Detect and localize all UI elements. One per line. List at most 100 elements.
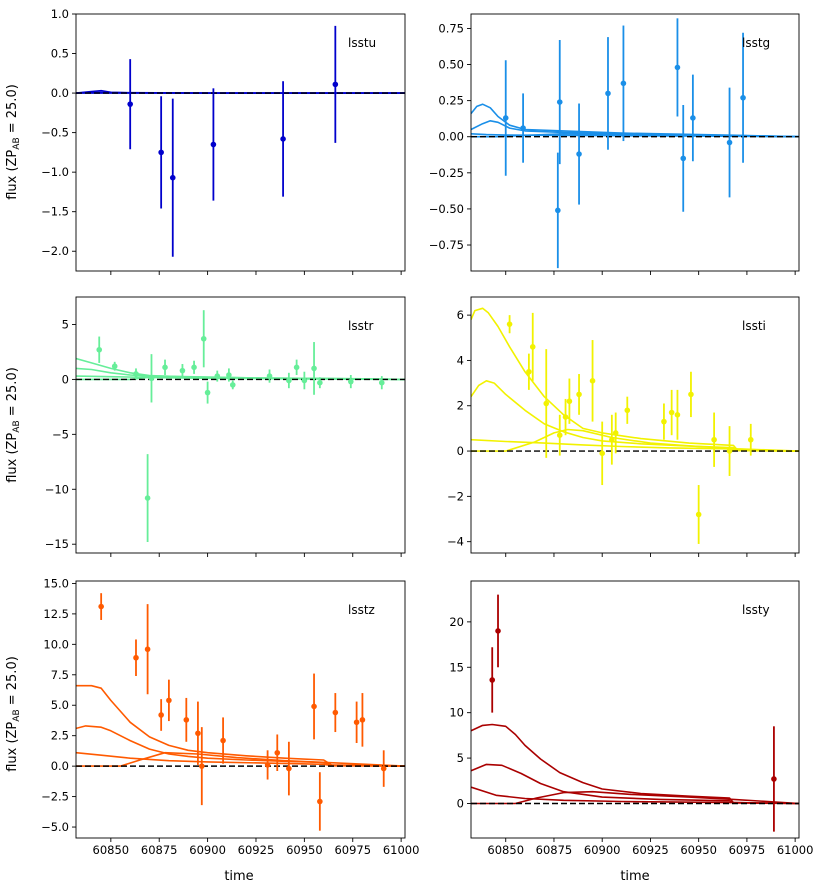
- x-tick-label: 60950: [680, 843, 717, 857]
- y-axis-label-middle: flux (ZPAB = 25.0): [5, 367, 22, 483]
- plot-area: [471, 18, 799, 269]
- data-point: [301, 377, 308, 384]
- panel-lssti: 6 4 2 0 −2 −4 lssti: [447, 296, 800, 557]
- data-point: [166, 697, 172, 704]
- data-point: [286, 765, 292, 772]
- data-point: [688, 391, 694, 398]
- x-tick-label: 61000: [777, 843, 814, 857]
- data-point: [148, 375, 155, 382]
- model-curve-model-3: [76, 751, 405, 767]
- plot-area: [76, 593, 405, 831]
- x-tick-label: 60900: [189, 843, 226, 857]
- y-tick-label: 20: [449, 615, 464, 629]
- data-point: [348, 378, 354, 385]
- y-tick-label: 6: [457, 308, 464, 322]
- model-curve-model-1: [471, 103, 799, 138]
- data-point: [179, 367, 186, 374]
- panel-frame: [470, 296, 800, 554]
- data-point: [144, 646, 151, 653]
- data-point: [576, 151, 582, 157]
- data-point: [214, 373, 221, 379]
- data-point: [96, 346, 103, 353]
- data-point: [502, 115, 509, 121]
- data-point: [576, 391, 582, 398]
- data-point: [747, 436, 754, 443]
- data-point: [332, 81, 339, 88]
- panel-lsstu: 1.0 0.5 0.0 −0.5 −1.0 −1.5 −2.0 lsstu: [41, 7, 406, 275]
- data-point: [674, 412, 681, 418]
- data-point: [144, 495, 151, 501]
- x-tick-label: 60975: [334, 843, 371, 857]
- data-point: [620, 80, 627, 87]
- data-point: [191, 364, 197, 371]
- y-tick-label: −2.5: [41, 790, 69, 804]
- data-point: [200, 335, 207, 342]
- data-point: [317, 798, 323, 805]
- data-point: [133, 371, 139, 377]
- y-tick-label: −2: [447, 489, 464, 503]
- data-point: [229, 382, 236, 388]
- y-tick-label: 0: [457, 796, 464, 810]
- x-tick-label: 60875: [536, 843, 573, 857]
- y-axis-label-bottom: flux (ZPAB = 25.0): [5, 656, 22, 772]
- data-point: [506, 321, 513, 327]
- y-axis-label-top: flux (ZPAB = 25.0): [5, 84, 22, 200]
- y-tick-label: 0.25: [438, 94, 464, 108]
- y-tick-label: −0.75: [429, 238, 464, 252]
- x-tick-label: 60850: [487, 843, 524, 857]
- panel-frame: [470, 580, 800, 839]
- model-curve-model-3: [471, 786, 799, 805]
- data-point: [726, 139, 733, 146]
- y-tick-label: −1.5: [41, 205, 69, 219]
- y-tick-label: 1.0: [51, 7, 69, 21]
- data-point: [556, 432, 563, 438]
- data-point: [264, 762, 271, 768]
- x-tick-label: 60925: [238, 843, 275, 857]
- data-point: [127, 101, 133, 107]
- data-point: [286, 377, 292, 384]
- y-tick-label: −0.25: [429, 166, 464, 180]
- y-tick-label: −4: [447, 535, 464, 549]
- data-point: [668, 409, 675, 416]
- y-tick-label: 0.00: [438, 130, 464, 144]
- x-tick-label: 60850: [93, 843, 130, 857]
- panel-lssty: 60850 60875 60900 60925 60950 60975 61000 20 15 1…: [449, 580, 814, 857]
- data-point: [612, 430, 619, 436]
- data-point: [609, 436, 615, 443]
- plot-area: [471, 594, 799, 832]
- y-tick-label: −1.0: [41, 165, 69, 179]
- plot-area: [76, 310, 405, 543]
- data-point: [529, 344, 536, 350]
- x-axis-label-left: time: [224, 869, 253, 884]
- data-point: [690, 115, 696, 121]
- y-tick-label: 5: [457, 751, 464, 765]
- data-point: [589, 378, 596, 384]
- y-tick-label: 2.5: [51, 729, 69, 743]
- panel-frame: [470, 13, 800, 272]
- y-tick-label: −2.0: [41, 244, 69, 258]
- model-curve-model-1: [471, 307, 799, 452]
- data-point: [661, 418, 667, 425]
- model-curve-model-1: [471, 723, 799, 805]
- y-tick-label: 5.0: [51, 698, 69, 712]
- panel-frame: [75, 296, 406, 554]
- data-point: [771, 776, 777, 782]
- band-label: lssti: [742, 319, 766, 333]
- model-curve-model-4: [471, 133, 799, 138]
- data-point: [204, 389, 211, 396]
- data-point: [220, 737, 226, 744]
- data-point: [183, 717, 190, 723]
- y-tick-label: 0.0: [51, 86, 69, 100]
- data-point: [680, 155, 687, 162]
- y-tick-label: 0.50: [438, 58, 464, 72]
- data-point: [317, 379, 323, 386]
- y-tick-label: 0.5: [51, 47, 69, 61]
- x-tick-label: 60875: [141, 843, 178, 857]
- data-point: [311, 365, 317, 372]
- y-tick-label: 15.0: [43, 576, 69, 590]
- y-tick-label: −0.5: [41, 126, 69, 140]
- data-point: [353, 719, 360, 726]
- y-tick-label: −15: [45, 537, 69, 551]
- data-point: [711, 436, 717, 443]
